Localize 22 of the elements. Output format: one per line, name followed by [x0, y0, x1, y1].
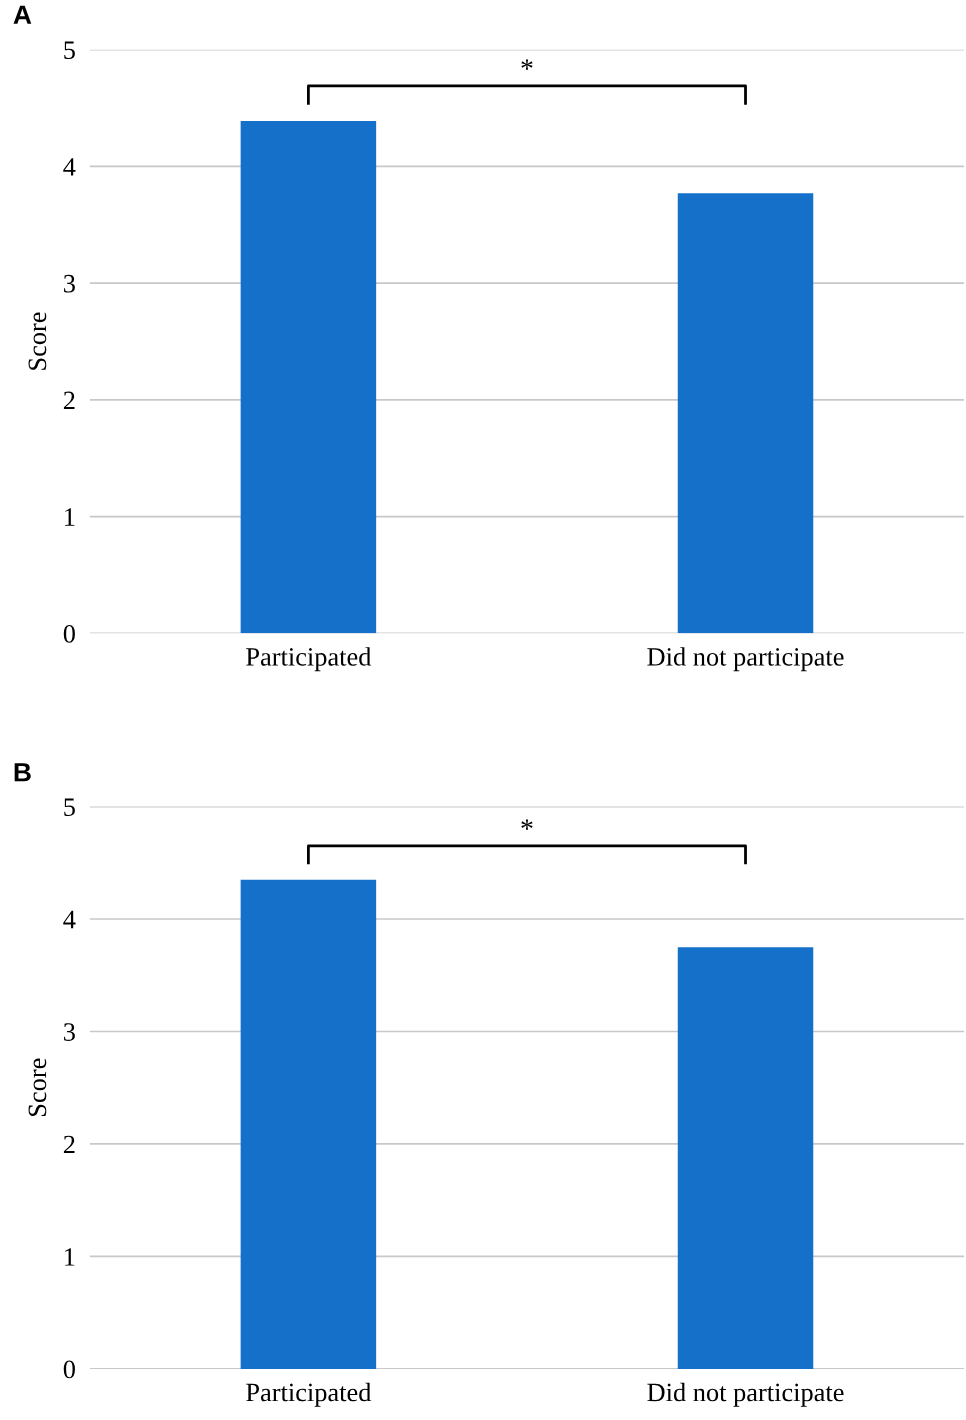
x-tick-label: Participated: [246, 1382, 372, 1407]
y-tick-label: 4: [63, 158, 76, 176]
x-tick-label: Did not participate: [647, 1382, 844, 1407]
annotation: *: [521, 59, 533, 70]
y-tick-label: 4: [63, 910, 76, 929]
y-tick-label: 0: [63, 1360, 75, 1379]
y-tick-label: 5: [64, 798, 75, 816]
chart-title: B: [14, 763, 31, 782]
y-tick-label: 1: [65, 508, 75, 526]
y-tick-label: 2: [63, 391, 75, 410]
y-tick-label: 3: [64, 1023, 75, 1041]
x-tick-label: Did not participate: [647, 647, 844, 672]
y-tick-label: 5: [64, 41, 75, 60]
annotation: *: [521, 819, 533, 830]
x-tick-label: Participated: [246, 647, 372, 672]
y-axis-title: Score: [28, 1058, 47, 1116]
y-axis-title: Score: [28, 312, 47, 370]
chart-title: A: [13, 5, 32, 24]
y-tick-label: 2: [63, 1135, 75, 1154]
y-tick-label: 3: [64, 274, 75, 293]
y-tick-label: 1: [65, 1248, 75, 1266]
y-tick-label: 0: [63, 624, 75, 643]
